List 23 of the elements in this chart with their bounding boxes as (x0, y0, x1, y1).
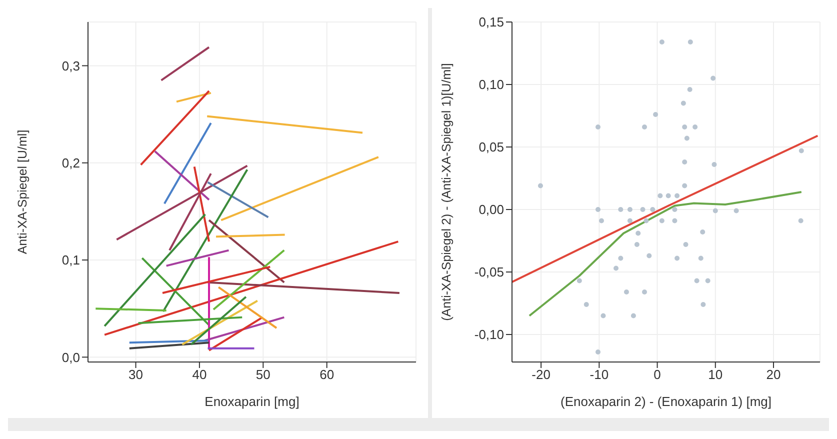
y-tick-label: 0,2 (62, 155, 80, 170)
x-tick-label: 10 (708, 367, 723, 382)
y-tick-label: 0,15 (478, 14, 504, 30)
x-tick-label: -10 (590, 367, 609, 382)
y-axis-title: Anti-XA-Spiegel [U/ml] (15, 130, 30, 254)
y-tick-label: 0,3 (62, 58, 80, 74)
x-tick-label: 40 (192, 367, 207, 382)
x-tick-label: 60 (320, 367, 334, 382)
x-tick-label: 30 (128, 367, 143, 382)
x-tick-label: 20 (766, 367, 781, 382)
y-tick-label: 0,0 (62, 350, 80, 365)
x-tick-label: -20 (532, 367, 550, 382)
y-tick-label: -0,05 (474, 264, 504, 280)
y-axis-title: (Anti-XA-Spiegel 2) - (Anti-XA-Spiegel 1)[U/ml] (439, 63, 454, 321)
y-tick-label: 0,10 (478, 77, 504, 92)
x-tick-label: 50 (256, 367, 270, 382)
x-axis-title: Enoxaparin [mg] (204, 394, 300, 409)
y-tick-label: 0,1 (62, 252, 80, 268)
x-axis-title: (Enoxaparin 2) - (Enoxaparin 1) [mg] (560, 394, 772, 409)
y-tick-label: 0,05 (478, 140, 504, 155)
y-tick-label: -0,10 (474, 327, 504, 342)
y-tick-label: 0,00 (478, 202, 504, 218)
x-tick-label: 0 (654, 367, 661, 382)
